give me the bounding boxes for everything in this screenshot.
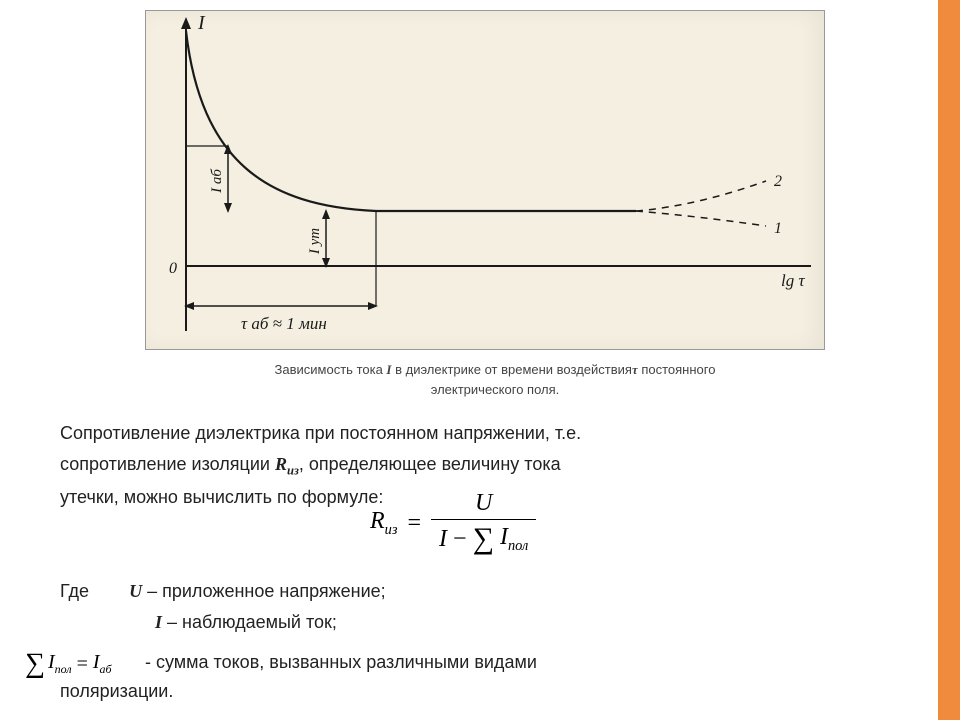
- branch1-label: 1: [774, 220, 782, 237]
- iut-arrow-up: [322, 209, 330, 219]
- p2-c: – наблюдаемый ток;: [162, 612, 337, 632]
- f-den: I − ∑ Iпол: [431, 520, 536, 556]
- caption-text-a: Зависимость тока: [275, 362, 387, 377]
- f-den-Ipol: Iпол: [500, 524, 528, 555]
- caption-text-b: в диэлектрике от времени воздействия: [391, 362, 631, 377]
- chart-svg: I 0 lg τ I аб I ут τ аб ≈ 1 мин 2 1: [146, 11, 826, 351]
- formula-main: Rиз = U I − ∑ Iпол: [370, 490, 536, 556]
- fs-Ipol-I: I: [48, 651, 55, 673]
- caption-text-c: постоянного: [638, 362, 716, 377]
- p1-line2b: , определяющее величину тока: [299, 454, 561, 474]
- p3-a: - сумма токов, вызванных различными вида…: [145, 652, 537, 672]
- Riz-sub: из: [287, 463, 299, 477]
- formula-small: ∑ Iпол = Iаб: [25, 648, 112, 680]
- iut-label: I ут: [307, 228, 323, 255]
- fs-sigma: ∑: [25, 648, 45, 680]
- paragraph-3: - сумма токов, вызванных различными вида…: [145, 648, 905, 706]
- p1-line3: утечки, можно вычислить по формуле:: [60, 487, 383, 507]
- y-axis-arrow: [181, 17, 191, 29]
- fs-Ipol: Iпол: [48, 651, 72, 677]
- iab-arrow-down: [224, 203, 232, 213]
- f-sigma: ∑: [473, 522, 494, 556]
- f-Ipol-sub: пол: [508, 537, 528, 553]
- fs-Iab-I: I: [93, 651, 100, 673]
- p2-b: – приложенное напряжение;: [142, 581, 386, 601]
- fs-eq: =: [77, 653, 88, 676]
- p2-I: I: [155, 612, 162, 632]
- chart-figure: I 0 lg τ I аб I ут τ аб ≈ 1 мин 2 1: [145, 10, 825, 350]
- f-Ipol: I: [500, 524, 508, 550]
- iab-label: I аб: [209, 169, 225, 194]
- fs-Iab: Iаб: [93, 651, 112, 677]
- p3-b: поляризации.: [60, 681, 173, 701]
- Riz-R: R: [275, 454, 287, 474]
- f-R: R: [370, 508, 385, 534]
- p2-U: U: [129, 581, 142, 601]
- y-axis-label: I: [197, 12, 206, 34]
- p2-where: Где: [60, 581, 129, 601]
- f-R-sub: из: [385, 521, 398, 537]
- f-den-minus: −: [453, 526, 467, 553]
- paragraph-2: Где U – приложенное напряжение; I – набл…: [60, 576, 900, 637]
- f-lhs: Rиз: [370, 508, 397, 539]
- f-fraction: U I − ∑ Iпол: [431, 490, 536, 556]
- fs-Iab-sub: аб: [100, 662, 112, 676]
- fs-Ipol-sub: пол: [55, 662, 72, 676]
- caption-line2: электрического поля.: [431, 382, 560, 397]
- accent-bar: [938, 0, 960, 720]
- p1-line1: Сопротивление диэлектрика при постоянном…: [60, 423, 581, 443]
- x-axis-label: lg τ: [781, 271, 805, 290]
- origin-label: 0: [169, 260, 177, 277]
- p1-line2a: сопротивление изоляции: [60, 454, 275, 474]
- f-eq: =: [407, 510, 421, 537]
- f-den-I: I: [439, 526, 447, 553]
- tauab-label: τ аб ≈ 1 мин: [241, 314, 327, 333]
- branch-2: [636, 181, 766, 211]
- figure-caption: Зависимость тока I в диэлектрике от врем…: [175, 360, 815, 399]
- f-num: U: [457, 490, 510, 519]
- branch2-label: 2: [774, 173, 782, 190]
- branch-1: [636, 211, 766, 226]
